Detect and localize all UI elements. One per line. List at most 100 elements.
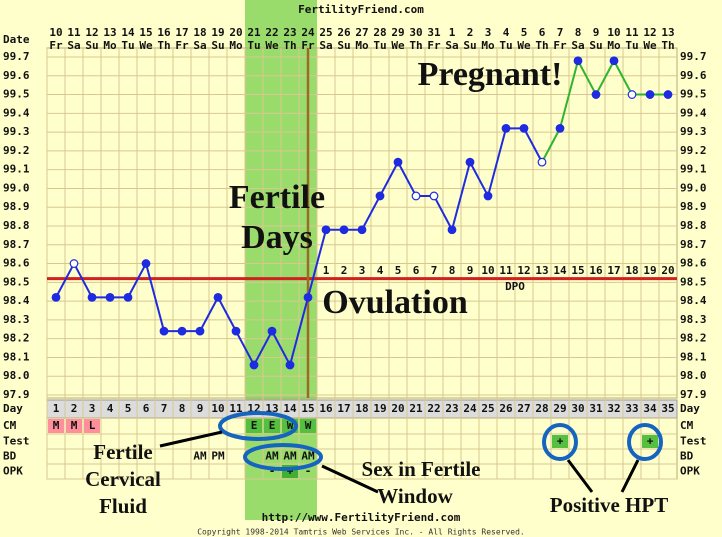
day-label: 11 <box>229 402 243 415</box>
weekday-label: Fr <box>175 39 189 52</box>
temp-segment <box>397 161 417 197</box>
temp-point <box>519 123 529 133</box>
weekday-label: Sa <box>319 39 332 52</box>
weekday-label: Mo <box>103 39 117 52</box>
weekday-label: Th <box>409 39 422 52</box>
temp-point <box>609 56 619 66</box>
day-label: 28 <box>535 402 548 415</box>
y-tick-label: 97.9 <box>680 388 707 401</box>
weekday-label: Fr <box>427 39 441 52</box>
weekday-label: Tu <box>373 39 386 52</box>
row-label: BD <box>680 450 694 463</box>
temp-point <box>285 360 295 370</box>
temp-point <box>195 326 205 336</box>
temp-segment <box>145 263 165 332</box>
day-label: 31 <box>589 402 603 415</box>
pointer <box>321 464 379 494</box>
y-tick-label: 99.4 <box>680 106 707 119</box>
y-tick-label: 98.5 <box>680 275 707 288</box>
temp-point <box>447 225 457 235</box>
y-tick-label: 99.3 <box>680 125 707 138</box>
dpo-label: 16 <box>589 264 603 277</box>
date-label: 12 <box>85 26 98 39</box>
y-tick-label: 98.2 <box>680 332 707 345</box>
day-label: 20 <box>391 402 404 415</box>
temp-point <box>123 292 133 302</box>
y-tick-label: 98.5 <box>3 275 30 288</box>
dpo-label: 13 <box>535 264 548 277</box>
cell-label: M <box>53 419 60 432</box>
date-label: 6 <box>539 26 546 39</box>
pointer <box>566 459 594 493</box>
date-label: 3 <box>485 26 492 39</box>
cell-label: E <box>269 419 276 432</box>
temp-point <box>555 123 565 133</box>
weekday-label: We <box>517 39 531 52</box>
cell-label: M <box>71 419 78 432</box>
dpo-label: 18 <box>625 264 638 277</box>
date-label: 7 <box>557 26 564 39</box>
y-tick-label: 98.1 <box>3 350 30 363</box>
temp-point <box>69 259 79 268</box>
date-label: 11 <box>625 26 639 39</box>
weekday-label: Tu <box>247 39 260 52</box>
day-label: 2 <box>71 402 78 415</box>
y-tick-label: 99.7 <box>680 50 707 63</box>
day-label: 6 <box>143 402 150 415</box>
annotation: Fertile <box>229 179 325 216</box>
cell-label: + <box>647 435 654 448</box>
dpo-label: 20 <box>661 264 674 277</box>
y-tick-label: 98.8 <box>3 219 30 232</box>
temp-point <box>339 225 349 235</box>
day-label: 10 <box>211 402 224 415</box>
y-tick-label: 99.2 <box>3 144 30 157</box>
cell-label: AM <box>193 450 207 463</box>
chart-title: FertilityFriend.com <box>298 3 424 16</box>
y-tick-label: 98.7 <box>680 238 707 251</box>
pointer <box>620 459 640 493</box>
weekday-label: Mo <box>229 39 243 52</box>
cell <box>552 435 568 448</box>
cell-label: E <box>251 419 258 432</box>
date-label: 1 <box>449 26 456 39</box>
row-label: CM <box>3 419 17 432</box>
day-label: 21 <box>409 402 423 415</box>
temp-point <box>87 292 97 302</box>
cell <box>66 419 82 433</box>
cell-label: - <box>305 465 312 478</box>
footer-copyright: Copyright 1998-2014 Tamtris Web Services… <box>197 528 525 537</box>
day-label: 26 <box>499 402 513 415</box>
date-label: 22 <box>265 26 278 39</box>
annotation: Window <box>377 484 453 508</box>
day-label: 24 <box>463 402 477 415</box>
temp-segment <box>559 60 579 129</box>
annotation: Positive HPT <box>550 493 668 517</box>
temp-point <box>177 326 187 336</box>
y-tick-label: 99.3 <box>3 125 30 138</box>
temp-segment <box>73 263 93 298</box>
annotation: Sex in Fertile <box>362 457 481 481</box>
date-label: 12 <box>643 26 656 39</box>
temp-point <box>267 326 277 336</box>
temp-segment <box>469 161 489 197</box>
temp-point <box>663 90 673 99</box>
temp-segment <box>127 263 147 298</box>
date-label: 13 <box>661 26 674 39</box>
day-label: 1 <box>53 402 60 415</box>
dpo-label: 8 <box>449 264 456 277</box>
dpo-label: 10 <box>481 264 494 277</box>
date-label: 29 <box>391 26 404 39</box>
day-label: 3 <box>89 402 96 415</box>
date-label: 23 <box>283 26 296 39</box>
temp-point <box>645 90 655 99</box>
temp-point <box>159 326 169 336</box>
temp-point <box>141 259 151 268</box>
temp-segment <box>271 330 291 366</box>
day-label: 35 <box>661 402 674 415</box>
date-label: 10 <box>49 26 62 39</box>
date-label: 5 <box>521 26 528 39</box>
day-label: 18 <box>355 402 368 415</box>
day-label: 8 <box>179 402 186 415</box>
annotation: Fertile <box>93 440 152 464</box>
annotation: Fluid <box>99 494 147 518</box>
